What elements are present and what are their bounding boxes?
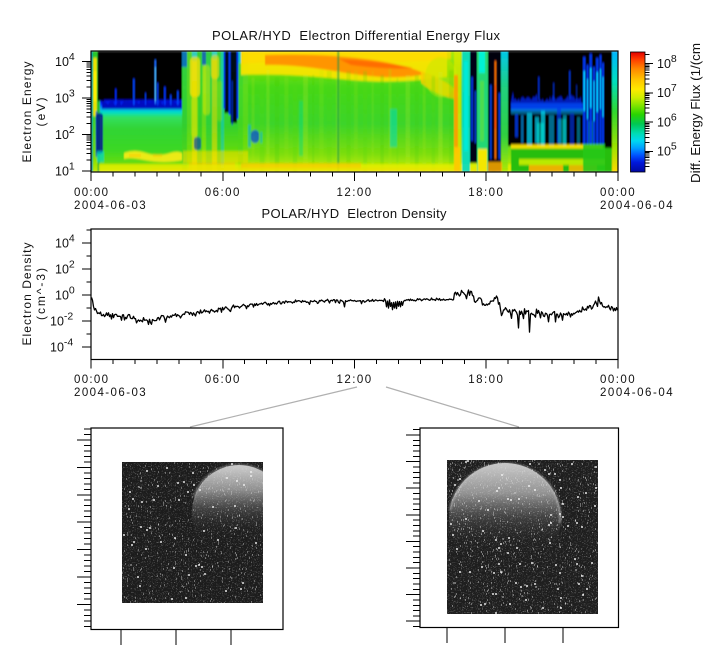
svg-text:2004-06-03: 2004-06-03 <box>74 200 147 212</box>
svg-text:2004-06-03: 2004-06-03 <box>74 387 147 399</box>
svg-text:18:00: 18:00 <box>468 187 504 199</box>
svg-text:Electron Energy: Electron Energy <box>20 62 34 163</box>
svg-text:Electron Density: Electron Density <box>20 243 34 346</box>
svg-text:00:00: 00:00 <box>74 187 109 199</box>
svg-text:POLAR/HYD Electron Differenti: POLAR/HYD Electron Differential Energy F… <box>212 28 501 43</box>
svg-text:Diff. Energy Flux (1/(cm: Diff. Energy Flux (1/(cm <box>689 43 703 183</box>
svg-text:(cm^-3): (cm^-3) <box>34 268 48 320</box>
svg-text:18:00: 18:00 <box>468 374 504 386</box>
svg-text:00:00: 00:00 <box>600 187 636 199</box>
svg-text:POLAR/HYD Electron Density: POLAR/HYD Electron Density <box>262 206 448 221</box>
svg-text:12:00: 12:00 <box>337 374 373 386</box>
svg-text:00:00: 00:00 <box>600 374 636 386</box>
svg-text:2004-06-04: 2004-06-04 <box>600 200 674 212</box>
svg-text:(eV): (eV) <box>34 98 48 127</box>
svg-text:2004-06-04: 2004-06-04 <box>600 387 674 399</box>
svg-text:06:00: 06:00 <box>205 187 241 199</box>
svg-text:12:00: 12:00 <box>337 187 373 199</box>
svg-text:06:00: 06:00 <box>205 374 241 386</box>
svg-text:00:00: 00:00 <box>74 374 109 386</box>
